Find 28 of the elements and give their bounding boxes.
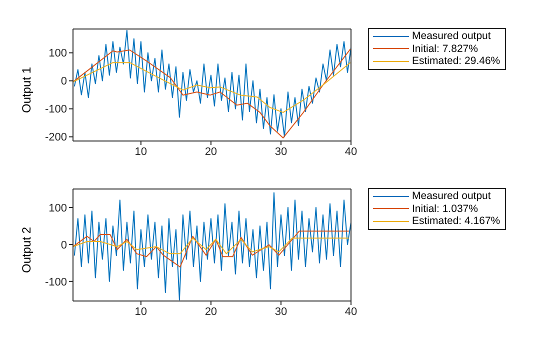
legend-label: Measured output	[412, 190, 491, 202]
y-tick-label: 0	[60, 76, 67, 88]
legend-label: Measured output	[412, 30, 491, 42]
y-tick-label: 100	[48, 48, 67, 60]
line-series	[74, 30, 351, 138]
y-tick-label: 0	[60, 239, 67, 252]
x-tick-label: 20	[204, 146, 218, 158]
x-tick-label: 30	[274, 146, 288, 158]
legend-label: Initial: 7.827%	[412, 42, 478, 55]
legend-label: Estimated: 29.46%	[412, 55, 500, 68]
x-tick-label: 10	[134, 306, 148, 318]
y-tick-label: -100	[44, 104, 67, 116]
y-tick-label: -200	[44, 132, 67, 144]
x-tick-label: 30	[274, 306, 288, 318]
legend-label: Estimated: 4.167%	[412, 215, 500, 228]
y-axis-title: Output 1	[19, 66, 34, 113]
y-tick-label: -100	[44, 276, 67, 288]
line-series	[73, 62, 351, 113]
y-tick-label: 100	[48, 202, 67, 214]
y-axis-title: Output 2	[19, 226, 34, 273]
line-series	[73, 48, 351, 138]
x-tick-label: 40	[344, 306, 358, 318]
legend-label: Initial: 1.037%	[412, 202, 478, 215]
x-tick-label: 20	[204, 306, 218, 318]
x-tick-label: 10	[134, 146, 148, 158]
line-series	[73, 230, 350, 268]
x-tick-label: 40	[344, 146, 358, 158]
line-series	[73, 238, 350, 254]
